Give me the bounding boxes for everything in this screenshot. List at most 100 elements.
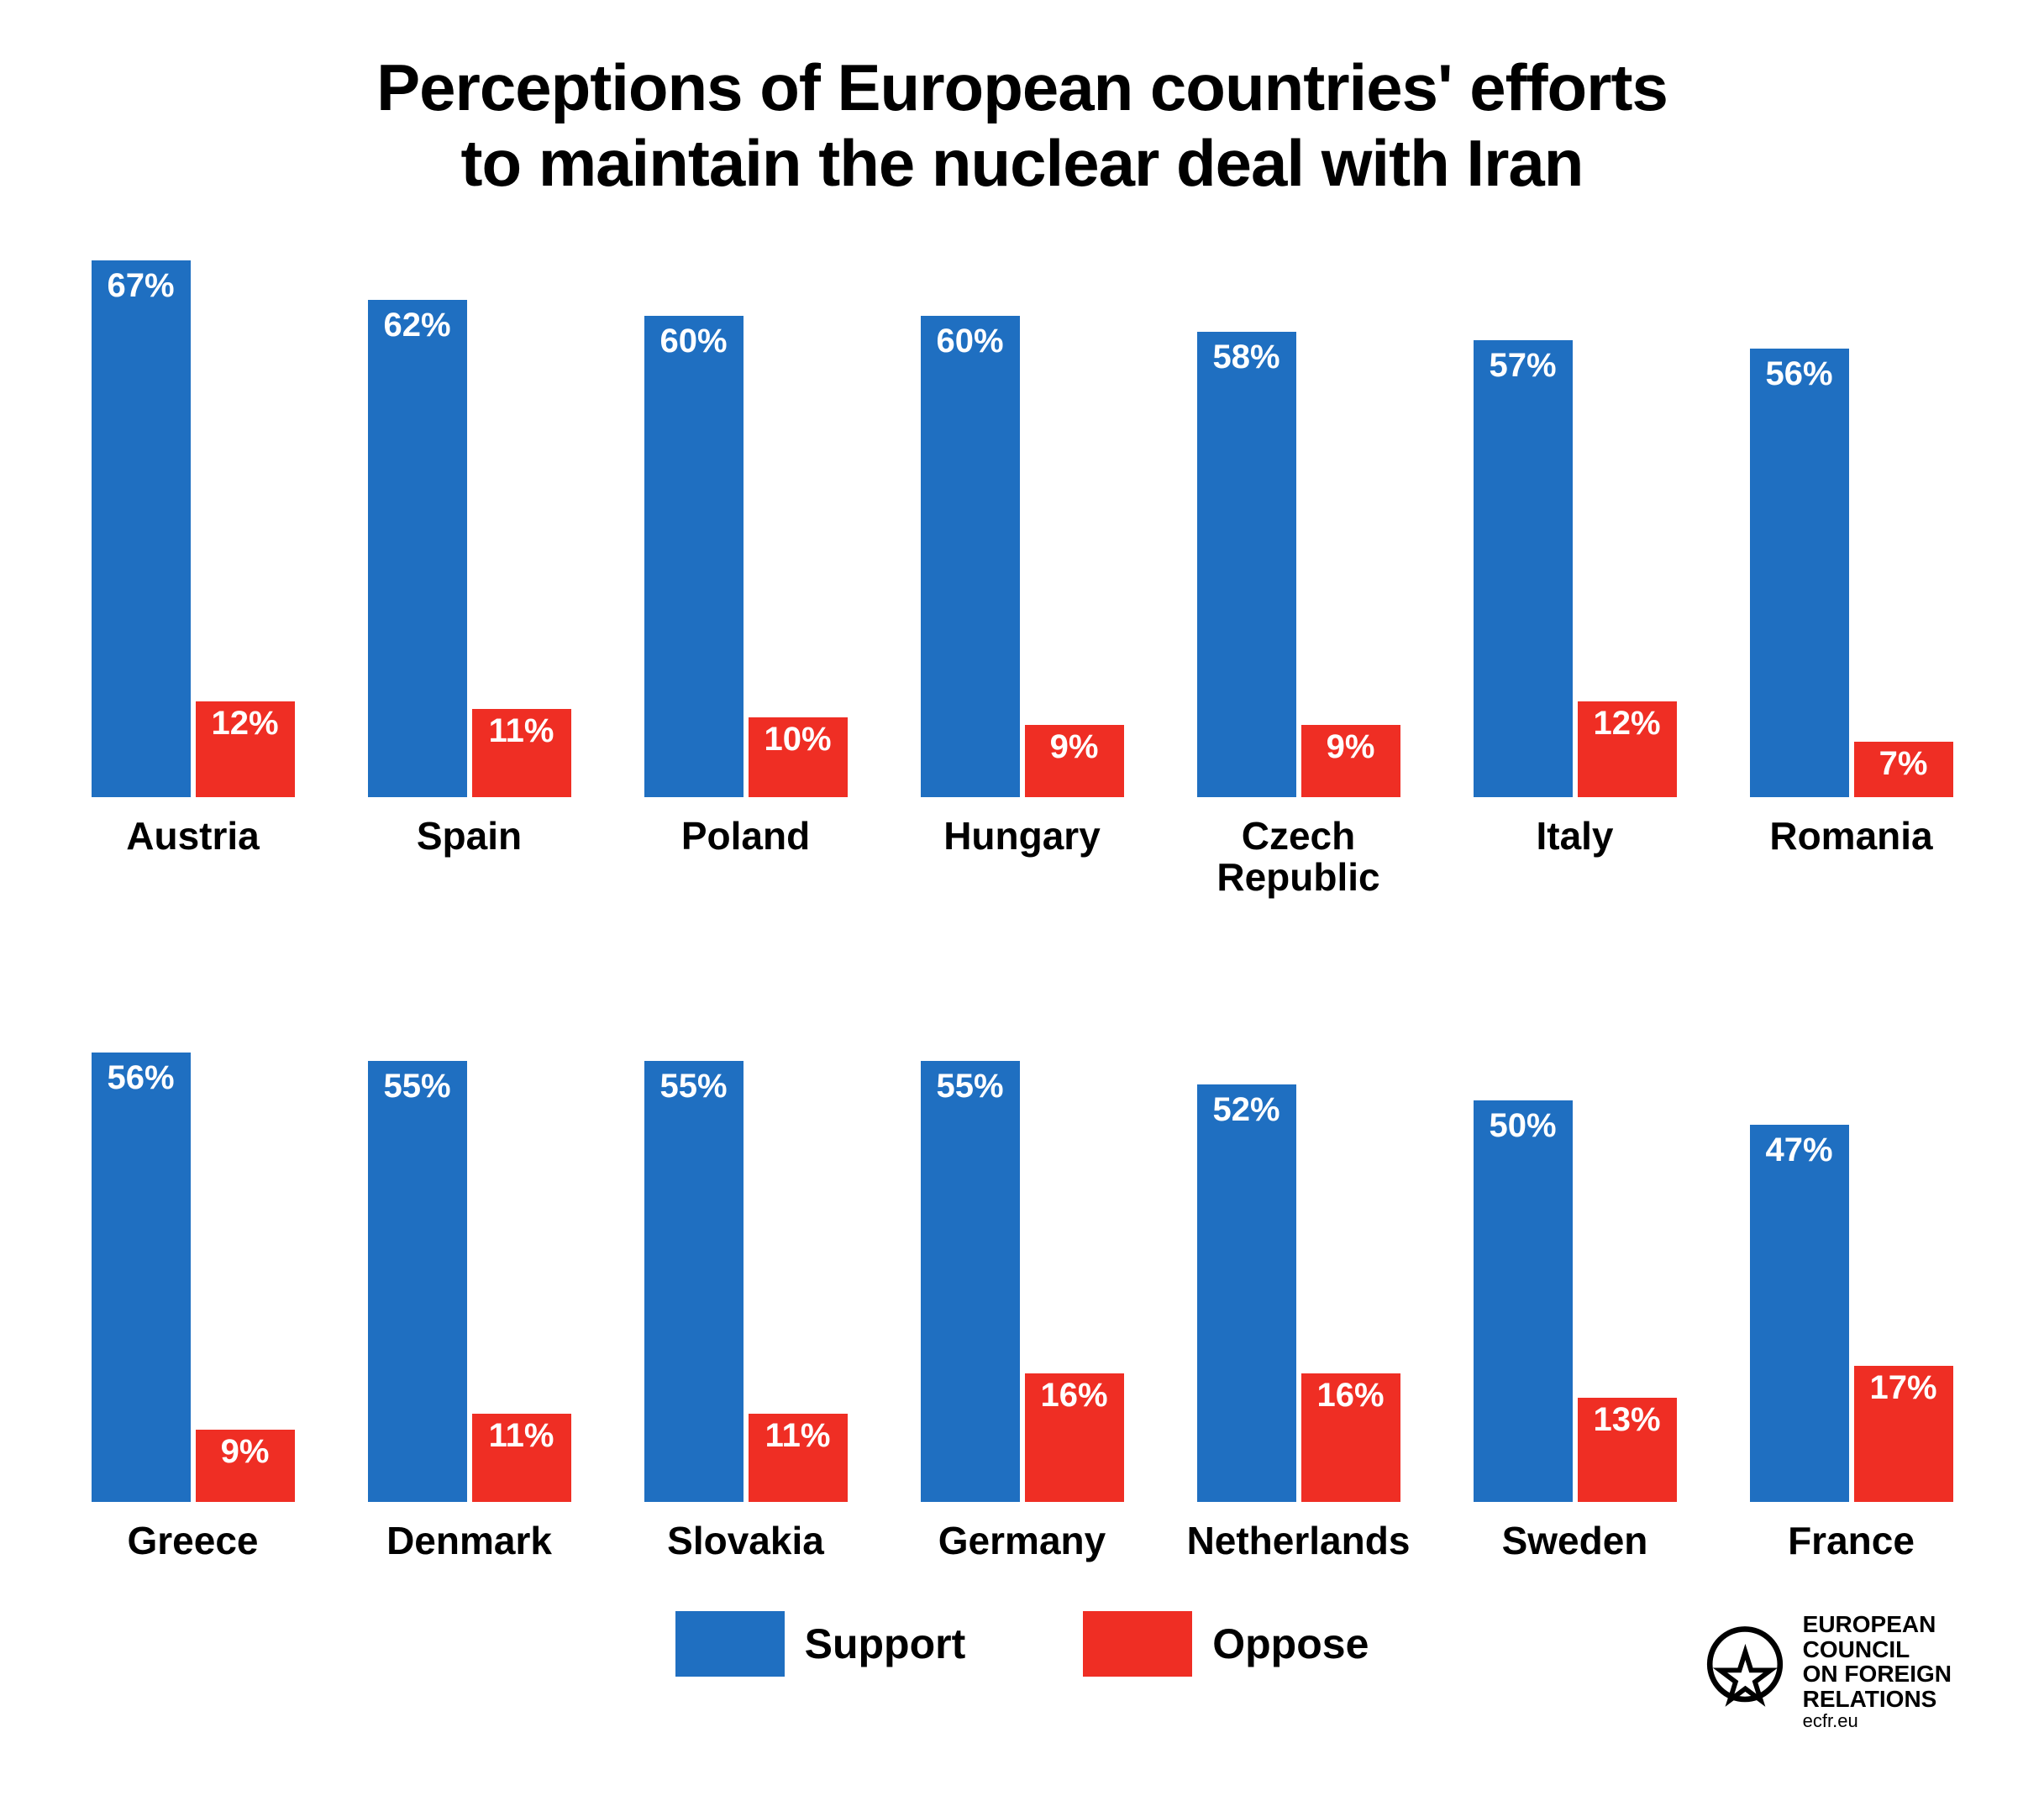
country-block: 57%12%Italy [1449, 260, 1700, 897]
support-bar: 55% [644, 1061, 744, 1502]
legend-swatch-oppose [1083, 1611, 1192, 1677]
support-bar: 60% [921, 316, 1020, 797]
country-name-label: Greece [127, 1520, 258, 1561]
country-name-label: Germany [938, 1520, 1106, 1561]
support-bar-label: 56% [107, 1059, 174, 1097]
legend: Support Oppose [67, 1611, 1977, 1677]
oppose-bar-label: 16% [1316, 1377, 1384, 1415]
oppose-bar-label: 12% [1593, 705, 1660, 743]
support-bar-label: 60% [936, 323, 1003, 360]
oppose-bar-label: 10% [764, 721, 831, 759]
country-name-label: Hungary [943, 816, 1101, 856]
country-name-label: Austria [126, 816, 259, 856]
oppose-bar: 12% [196, 701, 295, 798]
country-block: 52% 16% Netherlands [1173, 964, 1424, 1561]
oppose-bar: 9% [1301, 725, 1400, 797]
oppose-bar: 16% [1025, 1373, 1124, 1502]
support-bar: 47% [1750, 1125, 1849, 1502]
bars-row: 56% 9% [92, 964, 295, 1502]
country-name-label: Sweden [1502, 1520, 1648, 1561]
oppose-bar: 11% [472, 1414, 571, 1502]
country-block: 56% 9% Greece [67, 964, 318, 1561]
footer-logo: EUROPEAN COUNCIL ON FOREIGN RELATIONS ec… [1699, 1612, 1952, 1730]
oppose-bar-label: 7% [1879, 745, 1928, 783]
oppose-bar: 9% [196, 1430, 295, 1502]
support-bar-label: 55% [659, 1068, 727, 1105]
legend-label-oppose: Oppose [1212, 1620, 1369, 1668]
title-line-1: Perceptions of European countries' effor… [376, 50, 1668, 124]
support-bar: 55% [368, 1061, 467, 1502]
oppose-bar-label: 16% [1040, 1377, 1107, 1415]
bars-row: 47% 17% [1750, 964, 1953, 1502]
oppose-bar: 9% [1025, 725, 1124, 797]
support-bar: 62% [368, 300, 467, 797]
support-bar-label: 57% [1489, 347, 1556, 385]
footer-org-line1: EUROPEAN [1803, 1612, 1952, 1636]
bars-row: 55% 16% [921, 964, 1124, 1502]
footer-url: ecfr.eu [1803, 1711, 1952, 1730]
country-name-label: Romania [1769, 816, 1932, 856]
legend-label-support: Support [805, 1620, 966, 1668]
support-bar: 56% [92, 1053, 191, 1502]
country-name-label: CzechRepublic [1216, 816, 1379, 897]
legend-swatch-support [675, 1611, 785, 1677]
footer-org-line4: RELATIONS [1803, 1687, 1952, 1711]
oppose-bar: 11% [472, 709, 571, 797]
bars-row: 55% 11% [368, 964, 571, 1502]
oppose-bar-label: 11% [489, 712, 554, 750]
country-name-label: Netherlands [1187, 1520, 1411, 1561]
oppose-bar: 17% [1854, 1366, 1953, 1502]
legend-item-support: Support [675, 1611, 966, 1677]
oppose-bar-label: 13% [1593, 1401, 1660, 1439]
title-line-2: to maintain the nuclear deal with Iran [461, 126, 1584, 200]
country-block: 60% 10% Poland [620, 260, 871, 897]
support-bar-label: 50% [1489, 1107, 1556, 1145]
support-bar: 56% [1750, 349, 1849, 798]
chart-title: Perceptions of European countries' effor… [67, 50, 1977, 201]
support-bar: 52% [1197, 1084, 1296, 1502]
footer-org-line3: ON FOREIGN [1803, 1662, 1952, 1686]
bars-row: 67% 12% [92, 260, 295, 797]
oppose-bar-label: 11% [765, 1417, 831, 1455]
support-bar-label: 47% [1765, 1131, 1832, 1169]
support-bar-label: 55% [936, 1068, 1003, 1105]
country-name-label: Slovakia [667, 1520, 824, 1561]
country-name-label: Spain [417, 816, 522, 856]
oppose-bar: 12% [1578, 701, 1677, 798]
oppose-bar: 11% [749, 1414, 848, 1502]
country-name-label: France [1788, 1520, 1915, 1561]
support-bar-label: 58% [1212, 339, 1279, 376]
country-name-label: Denmark [386, 1520, 552, 1561]
support-bar-label: 67% [107, 267, 174, 305]
oppose-bar-label: 17% [1869, 1369, 1936, 1407]
oppose-bar-label: 9% [221, 1433, 270, 1471]
country-block: 55% 11% Denmark [344, 964, 595, 1561]
bars-row: 58% 9% [1197, 260, 1400, 797]
support-bar-label: 52% [1212, 1091, 1279, 1129]
bars-row: 60% 10% [644, 260, 848, 797]
country-block: 62% 11% Spain [344, 260, 595, 897]
footer-org-line2: COUNCIL [1803, 1637, 1952, 1662]
oppose-bar: 10% [749, 717, 848, 798]
support-bar-label: 60% [659, 323, 727, 360]
country-block: 55% 11% Slovakia [620, 964, 871, 1561]
support-bar-label: 55% [383, 1068, 450, 1105]
country-name-label: Poland [681, 816, 810, 856]
support-bar: 57% [1474, 340, 1573, 797]
country-block: 55% 16% Germany [896, 964, 1148, 1561]
oppose-bar-label: 9% [1327, 728, 1375, 766]
country-block: 50% 13% Sweden [1449, 964, 1700, 1561]
country-block: 67% 12% Austria [67, 260, 318, 897]
oppose-bar: 13% [1578, 1398, 1677, 1502]
legend-item-oppose: Oppose [1083, 1611, 1369, 1677]
country-block: 56% 7% Romania [1726, 260, 1977, 897]
chart-grid: 67% 12% Austria 62% 11% Spain 60% 10% Poland 60% 9… [67, 260, 1977, 1561]
bars-row: 57% 12% [1474, 260, 1677, 797]
country-block: 58% 9% CzechRepublic [1173, 260, 1424, 897]
footer-org-text: EUROPEAN COUNCIL ON FOREIGN RELATIONS ec… [1803, 1612, 1952, 1730]
support-bar-label: 62% [383, 307, 450, 344]
bars-row: 60% 9% [921, 260, 1124, 797]
oppose-bar: 16% [1301, 1373, 1400, 1502]
bars-row: 62% 11% [368, 260, 571, 797]
oppose-bar-label: 11% [489, 1417, 554, 1455]
